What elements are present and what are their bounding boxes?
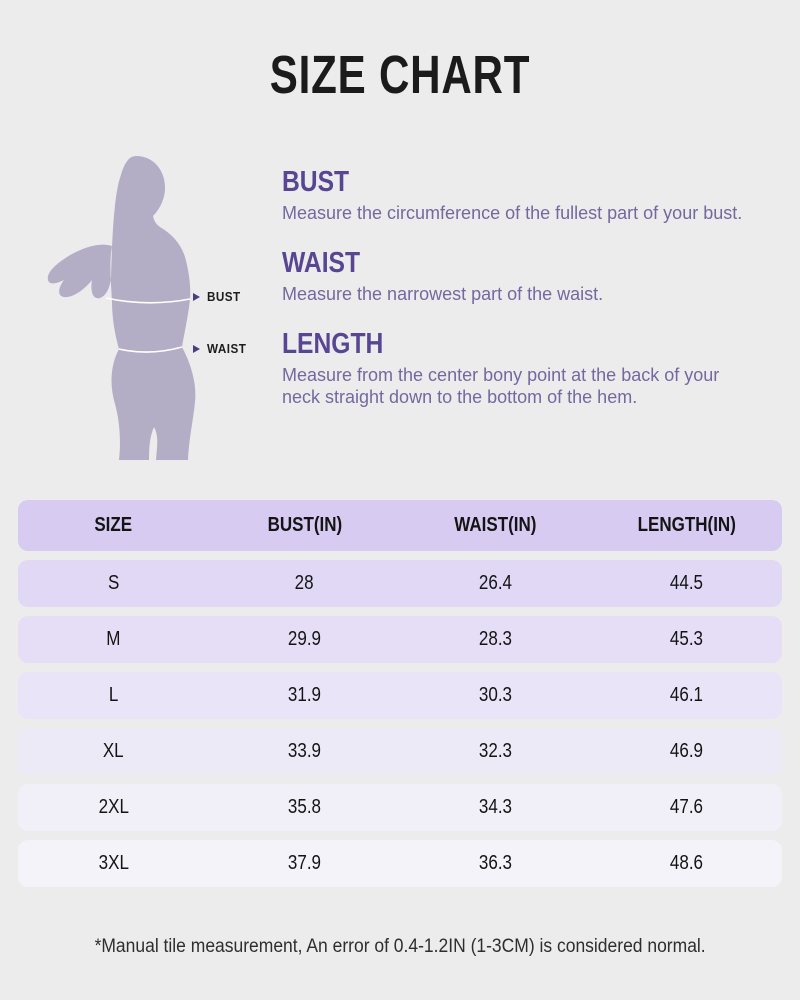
- bust-measure-line: [105, 297, 191, 304]
- waist-description: Measure the narrowest part of the waist.: [282, 284, 604, 304]
- cell-bust: 37.9: [287, 852, 322, 874]
- cell-size: M: [106, 628, 121, 650]
- table-row: M 29.9 28.3 45.3: [18, 616, 782, 663]
- footnote: *Manual tile measurement, An error of 0.…: [94, 936, 706, 957]
- cell-length: 45.3: [669, 628, 704, 650]
- cell-waist: 28.3: [478, 628, 513, 650]
- guide-section-length: LENGTH Measure from the center bony poin…: [282, 328, 772, 408]
- header-size: SIZE: [94, 514, 133, 536]
- guide-section-bust: BUST Measure the circumference of the fu…: [282, 166, 772, 224]
- table-row: S 28 26.4 44.5: [18, 560, 782, 607]
- bust-heading: BUST: [282, 166, 350, 198]
- bust-description: Measure the circumference of the fullest…: [282, 203, 743, 223]
- silhouette-shape: [47, 156, 196, 460]
- cell-length: 46.1: [669, 684, 704, 706]
- table-header-row: SIZE BUST(IN) WAIST(IN) LENGTH(IN): [18, 500, 782, 551]
- cell-size: 2XL: [98, 796, 129, 818]
- cell-bust: 33.9: [287, 740, 322, 762]
- table-row: L 31.9 30.3 46.1: [18, 672, 782, 719]
- waist-callout-label: WAIST: [207, 341, 247, 356]
- table-row: XL 33.9 32.3 46.9: [18, 728, 782, 775]
- header-bust: BUST(IN): [267, 514, 342, 536]
- table-row: 3XL 37.9 36.3 48.6: [18, 840, 782, 887]
- cell-length: 46.9: [669, 740, 704, 762]
- header-length: LENGTH(IN): [637, 514, 736, 536]
- female-back-silhouette-illustration: [47, 156, 196, 460]
- cell-waist: 36.3: [478, 852, 513, 874]
- waist-heading: WAIST: [282, 247, 361, 279]
- waist-measure-line: [118, 346, 183, 353]
- length-heading: LENGTH: [282, 328, 384, 360]
- cell-waist: 34.3: [478, 796, 513, 818]
- cell-length: 47.6: [669, 796, 704, 818]
- page-title-row: SIZE CHART: [0, 44, 800, 106]
- cell-size: S: [107, 572, 120, 594]
- footnote-row: *Manual tile measurement, An error of 0.…: [0, 936, 800, 958]
- header-waist: WAIST(IN): [454, 514, 537, 536]
- measure-guide: BUST Measure the circumference of the fu…: [282, 166, 772, 408]
- page-title: SIZE CHART: [269, 45, 531, 105]
- cell-size: XL: [103, 740, 124, 762]
- cell-size: L: [108, 684, 119, 706]
- cell-waist: 26.4: [478, 572, 513, 594]
- cell-bust: 35.8: [287, 796, 322, 818]
- cell-bust: 28: [295, 572, 314, 594]
- cell-waist: 30.3: [478, 684, 513, 706]
- cell-length: 48.6: [669, 852, 704, 874]
- bust-callout: BUST: [193, 289, 244, 304]
- arrow-right-icon: [193, 344, 200, 353]
- table-row: 2XL 35.8 34.3 47.6: [18, 784, 782, 831]
- cell-bust: 31.9: [287, 684, 322, 706]
- bust-callout-label: BUST: [207, 289, 241, 304]
- cell-waist: 32.3: [478, 740, 513, 762]
- cell-bust: 29.9: [287, 628, 322, 650]
- guide-section-waist: WAIST Measure the narrowest part of the …: [282, 247, 772, 305]
- cell-length: 44.5: [669, 572, 704, 594]
- cell-size: 3XL: [98, 852, 129, 874]
- waist-callout: WAIST: [193, 341, 251, 356]
- length-description: Measure from the center bony point at th…: [282, 365, 720, 407]
- size-table: SIZE BUST(IN) WAIST(IN) LENGTH(IN) S 28 …: [18, 500, 782, 887]
- arrow-right-icon: [193, 292, 200, 301]
